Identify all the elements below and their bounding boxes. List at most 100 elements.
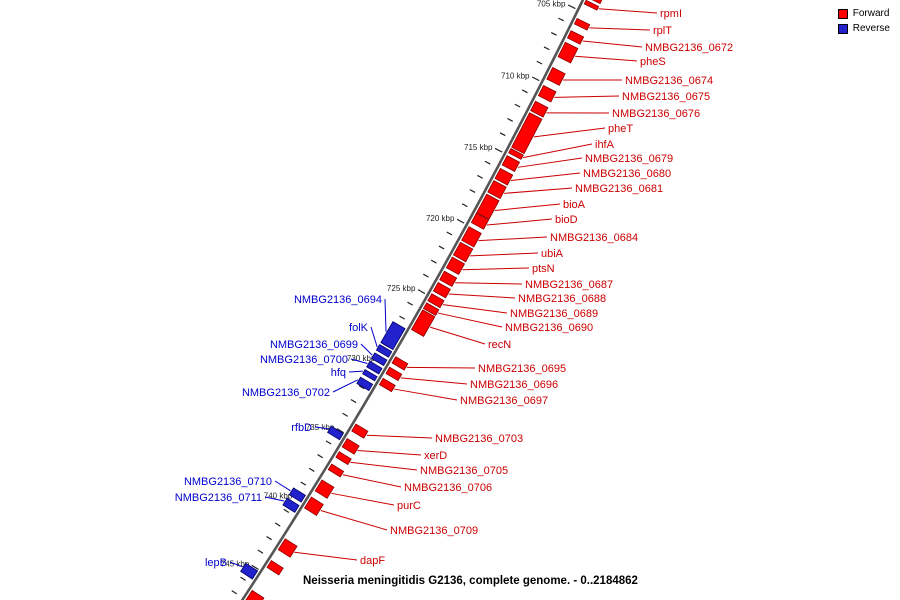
gene-rfbD[interactable] <box>327 425 344 441</box>
gene-NMBG2136_0680[interactable] <box>494 167 514 186</box>
gene-recN[interactable] <box>410 309 436 338</box>
gene-label[interactable]: NMBG2136_0697 <box>460 395 548 407</box>
gene-NMBG2136_0689[interactable] <box>427 293 445 309</box>
gene-label[interactable]: NMBG2136_0676 <box>612 108 700 120</box>
gene-label[interactable]: NMBG2136_0675 <box>622 91 710 103</box>
gene-label[interactable]: ubiA <box>541 248 564 260</box>
gene-label[interactable]: bioD <box>555 214 578 226</box>
gene-NMBG2136_0709[interactable] <box>303 496 324 517</box>
gene-box[interactable] <box>266 560 284 576</box>
gene-NMBG2136_0710[interactable] <box>288 487 306 503</box>
gene-NMBG2136_0675[interactable] <box>537 84 557 103</box>
gene-label[interactable]: lepB <box>205 557 227 569</box>
gene-label[interactable]: rpmI <box>660 8 682 20</box>
gene-NMBG2136_0679[interactable] <box>501 155 521 173</box>
gene-label[interactable]: NMBG2136_0688 <box>518 293 606 305</box>
gene-ptsN[interactable] <box>445 256 466 276</box>
minor-tick <box>300 481 307 486</box>
gene-box[interactable] <box>245 589 265 600</box>
gene-NMBG2136_0690[interactable] <box>422 302 440 316</box>
gene-NMBG2136_0684[interactable] <box>461 226 482 248</box>
label-leader-line <box>575 55 638 62</box>
gene-folK[interactable] <box>375 344 393 358</box>
label-leader-line <box>554 95 620 98</box>
gene-label[interactable]: NMBG2136_0710 <box>184 476 272 488</box>
gene-label[interactable]: bioA <box>563 199 586 211</box>
gene-NMBG2136_0705[interactable] <box>335 451 352 466</box>
gene-label[interactable]: NMBG2136_0679 <box>585 153 673 165</box>
gene-NMBG2136_0672[interactable] <box>566 30 585 45</box>
label-leader-line <box>229 561 243 568</box>
gene-ubiA[interactable] <box>452 241 474 263</box>
gene-label[interactable]: ptsN <box>532 263 555 275</box>
gene-label[interactable]: dapF <box>360 555 385 567</box>
gene-label[interactable]: ihfA <box>595 139 615 151</box>
gene-label[interactable]: NMBG2136_0687 <box>525 279 613 291</box>
gene-label[interactable]: NMBG2136_0709 <box>390 525 478 537</box>
gene-xerD[interactable] <box>341 438 360 455</box>
gene-label[interactable]: rfbD <box>291 422 312 434</box>
gene-label[interactable]: NMBG2136_0705 <box>420 465 508 477</box>
gene-label[interactable]: NMBG2136_0711 <box>175 492 262 504</box>
gene-label[interactable]: xerD <box>424 450 447 462</box>
gene-NMBG2136_0700[interactable] <box>366 360 383 375</box>
gene-box[interactable] <box>587 0 603 5</box>
gene-label[interactable]: pheT <box>608 123 633 135</box>
gene-label[interactable]: NMBG2136_0695 <box>478 363 566 375</box>
gene-label[interactable]: folK <box>349 322 369 334</box>
gene-label[interactable]: recN <box>488 339 511 351</box>
gene-label[interactable]: NMBG2136_0690 <box>505 322 593 334</box>
gene-NMBG2136_0681[interactable] <box>487 180 507 200</box>
gene-label[interactable]: NMBG2136_0702 <box>242 387 330 399</box>
gene-label[interactable]: NMBG2136_0674 <box>625 75 713 87</box>
gene-label[interactable]: NMBG2136_0684 <box>550 232 638 244</box>
gene-NMBG2136_0697[interactable] <box>378 377 396 393</box>
gene-pheS[interactable] <box>557 41 579 64</box>
gene-lepB[interactable] <box>240 562 259 580</box>
minor-tick <box>469 189 476 193</box>
label-leader-line <box>455 282 523 285</box>
gene-label[interactable]: NMBG2136_0703 <box>435 433 523 445</box>
gene-NMBG2136_0706[interactable] <box>327 463 345 478</box>
gene-rplT[interactable] <box>573 17 591 31</box>
gene-pheT[interactable] <box>511 112 543 155</box>
minor-tick <box>461 203 468 208</box>
gene-NMBG2136_0688[interactable] <box>432 281 451 299</box>
gene-NMBG2136_0696[interactable] <box>385 366 403 382</box>
gene-rpmI[interactable] <box>583 0 600 11</box>
forward-color-swatch <box>837 8 848 19</box>
gene-label[interactable]: NMBG2136_0681 <box>575 183 663 195</box>
gene-NMBG2136_0699[interactable] <box>370 352 388 367</box>
gene-label[interactable]: NMBG2136_0680 <box>583 168 671 180</box>
label-leader-line <box>494 203 561 211</box>
gene-NMBG2136_0711[interactable] <box>282 497 300 513</box>
gene-dapF[interactable] <box>277 538 298 558</box>
gene-label[interactable]: NMBG2136_0699 <box>270 339 358 351</box>
gene-NMBG2136_0694[interactable] <box>380 321 406 351</box>
gene-ihfA[interactable] <box>508 147 524 160</box>
minor-tick <box>514 103 521 108</box>
gene-label[interactable]: pheS <box>640 56 666 68</box>
gene-NMBG2136_0695[interactable] <box>391 356 409 371</box>
minor-tick <box>240 576 246 581</box>
gene-label[interactable]: NMBG2136_0700 <box>260 354 348 366</box>
gene-label[interactable]: rplT <box>653 25 672 37</box>
gene-NMBG2136_0676[interactable] <box>530 100 549 118</box>
gene-bioA[interactable] <box>476 193 500 220</box>
gene-NMBG2136_0687[interactable] <box>439 270 458 288</box>
gene-label[interactable]: NMBG2136_0672 <box>645 42 733 54</box>
gene-hfq[interactable] <box>362 369 378 382</box>
gene-label[interactable]: NMBG2136_0696 <box>470 379 558 391</box>
scale-tick-label: 710 kbp <box>501 72 530 81</box>
gene-label[interactable]: hfq <box>331 367 346 379</box>
gene-label[interactable]: purC <box>397 500 421 512</box>
gene-purC[interactable] <box>314 479 335 499</box>
gene-NMBG2136_0702[interactable] <box>356 376 374 392</box>
gene-bioD[interactable] <box>470 212 490 230</box>
gene-label[interactable]: NMBG2136_0706 <box>404 482 492 494</box>
gene-NMBG2136_0703[interactable] <box>351 423 369 439</box>
gene-label[interactable]: NMBG2136_0694 <box>294 294 382 306</box>
gene-label[interactable]: NMBG2136_0689 <box>510 308 598 320</box>
gene-NMBG2136_0674[interactable] <box>546 66 566 86</box>
